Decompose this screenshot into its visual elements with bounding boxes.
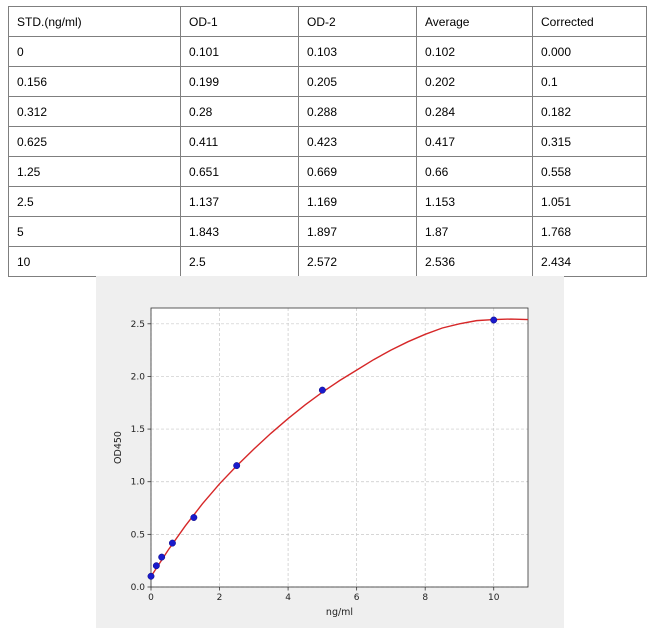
x-tick-label: 6 [354,593,360,603]
cell-std: 0.312 [8,96,181,127]
cell-od1: 2.5 [180,246,299,277]
cell-od2: 0.669 [298,156,417,187]
header-corrected: Corrected [532,6,647,37]
y-axis-label: OD450 [113,431,124,464]
cell-corrected: 0.558 [532,156,647,187]
header-od1: OD-1 [180,6,299,37]
standard-curve-table: STD.(ng/ml) OD-1 OD-2 Average Corrected … [8,6,647,277]
cell-std: 10 [8,246,181,277]
cell-od2: 0.423 [298,126,417,157]
cell-od2: 0.103 [298,36,417,67]
cell-average: 2.536 [416,246,533,277]
series-layer [147,316,529,580]
cell-od1: 1.137 [180,186,299,217]
y-tick-label: 0.5 [131,530,145,540]
data-point [490,316,498,324]
cell-std: 5 [8,216,181,247]
data-point [233,462,241,470]
cell-corrected: 1.768 [532,216,647,247]
cell-average: 0.66 [416,156,533,187]
cell-corrected: 0.1 [532,66,647,97]
table-row: 10 2.5 2.572 2.536 2.434 [8,246,647,277]
table-row: 0.312 0.28 0.288 0.284 0.182 [8,96,647,127]
cell-od1: 0.101 [180,36,299,67]
cell-od1: 0.411 [180,126,299,157]
cell-average: 0.102 [416,36,533,67]
cell-average: 0.202 [416,66,533,97]
fit-curve-line [150,318,529,577]
data-point [318,386,326,394]
standard-curve-chart: 0 2 4 6 8 10 0.0 0.5 1.0 1.5 2.0 2.5 ng/ml OD450 [113,307,529,618]
header-od2: OD-2 [298,6,417,37]
cell-corrected: 2.434 [532,246,647,277]
data-point [190,514,198,521]
cell-od1: 1.843 [180,216,299,247]
cell-average: 1.87 [416,216,533,247]
x-tick-label: 2 [217,593,223,603]
data-point [158,553,166,561]
header-average: Average [416,6,533,37]
plot-area [151,308,528,587]
data-point [147,572,155,580]
table-row: 1.25 0.651 0.669 0.66 0.558 [8,156,647,187]
cell-std: 1.25 [8,156,181,187]
table-header-row: STD.(ng/ml) OD-1 OD-2 Average Corrected [8,6,647,37]
table-row: 0.156 0.199 0.205 0.202 0.1 [8,66,647,97]
cell-std: 0.156 [8,66,181,97]
cell-od2: 1.169 [298,186,417,217]
cell-corrected: 1.051 [532,186,647,217]
y-tick-label: 2.0 [131,372,146,382]
y-tick-label: 1.5 [131,425,145,435]
x-tick-label: 10 [488,593,500,603]
y-tick-label: 1.0 [131,478,146,488]
cell-average: 0.284 [416,96,533,127]
cell-corrected: 0.000 [532,36,647,67]
table-row: 0 0.101 0.103 0.102 0.000 [8,36,647,67]
cell-corrected: 0.315 [532,126,647,157]
table-row: 2.5 1.137 1.169 1.153 1.051 [8,186,647,217]
axis-ticks: 0 2 4 6 8 10 0.0 0.5 1.0 1.5 2.0 2.5 [131,320,500,603]
header-std: STD.(ng/ml) [8,6,181,37]
cell-average: 0.417 [416,126,533,157]
x-tick-label: 4 [285,593,291,603]
x-tick-label: 0 [148,593,154,603]
cell-average: 1.153 [416,186,533,217]
cell-corrected: 0.182 [532,96,647,127]
cell-od2: 1.897 [298,216,417,247]
cell-std: 0 [8,36,181,67]
data-point [152,562,160,570]
data-point [168,539,176,547]
y-tick-label: 2.5 [131,320,145,330]
cell-std: 2.5 [8,186,181,217]
table-row: 5 1.843 1.897 1.87 1.768 [8,216,647,247]
cell-std: 0.625 [8,126,181,157]
y-tick-label: 0.0 [131,583,146,593]
cell-od1: 0.199 [180,66,299,97]
chart-panel: 0 2 4 6 8 10 0.0 0.5 1.0 1.5 2.0 2.5 ng/ml OD450 [96,276,564,628]
plot-frame [150,307,529,588]
x-axis-label: ng/ml [326,607,353,618]
cell-od2: 2.572 [298,246,417,277]
cell-od1: 0.28 [180,96,299,127]
cell-od2: 0.288 [298,96,417,127]
cell-od2: 0.205 [298,66,417,97]
cell-od1: 0.651 [180,156,299,187]
x-tick-label: 8 [422,593,428,603]
table-row: 0.625 0.411 0.423 0.417 0.315 [8,126,647,157]
